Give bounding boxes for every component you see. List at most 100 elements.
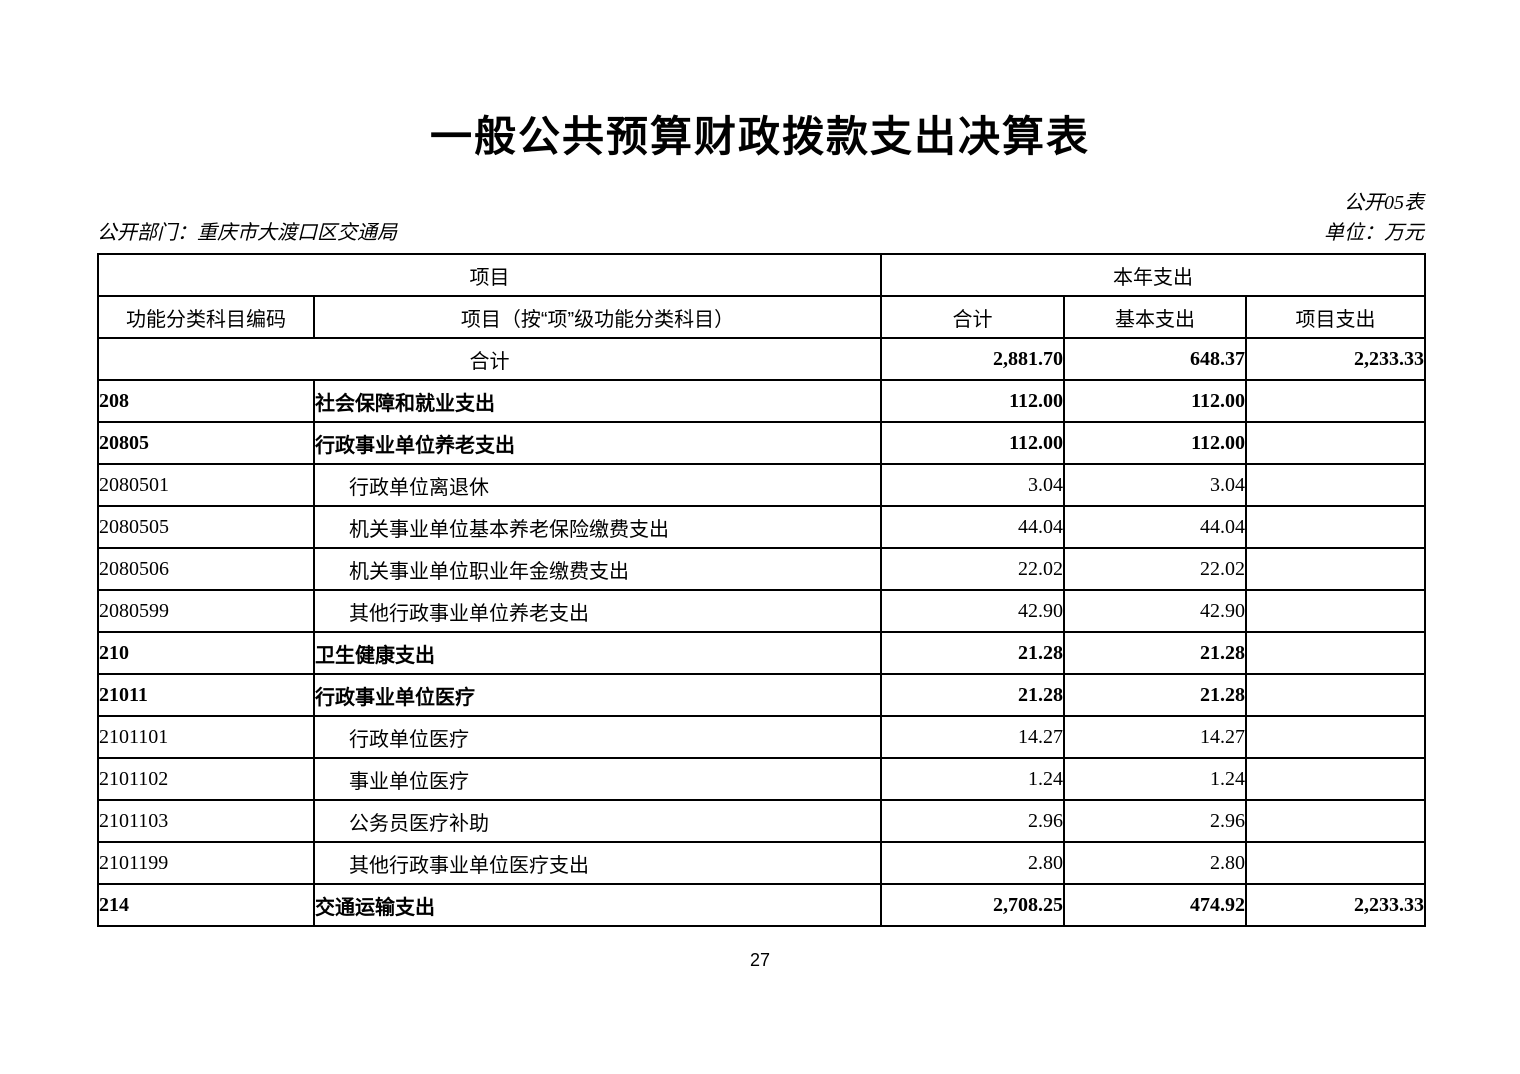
row-name: 行政单位医疗 [313,715,882,759]
row-project-value [1244,421,1427,465]
row-project-value [1244,715,1427,759]
header-col-project: 项目支出 [1244,295,1427,339]
row-project-value [1244,463,1427,507]
row-label: 合计 [97,337,882,381]
department-label: 公开部门：重庆市大渡口区交通局 [97,222,397,244]
row-code: 2101101 [97,715,315,759]
row-basic-value: 3.04 [1063,463,1247,507]
row-basic-value: 474.92 [1063,883,1247,927]
row-name: 行政事业单位养老支出 [313,421,882,465]
row-total-value: 2.96 [880,799,1065,843]
row-name: 机关事业单位职业年金缴费支出 [313,547,882,591]
row-basic-value: 42.90 [1063,589,1247,633]
table-row: 21011 行政事业单位医疗 21.28 21.28 [97,673,1427,717]
table-number: 公开05表 [1344,192,1424,214]
row-code: 2080501 [97,463,315,507]
budget-table-body: 合计 2,881.70 648.37 2,233.33 208 社会保障和就业支出 112.… [97,337,1427,927]
row-code: 2101102 [97,757,315,801]
header-col-code: 功能分类科目编码 [97,295,315,339]
header-columns-row: 功能分类科目编码 项目（按“项”级功能分类科目） 合计 基本支出 项目支出 [97,295,1427,339]
row-total-value: 42.90 [880,589,1065,633]
row-basic-value: 112.00 [1063,421,1247,465]
row-total-value: 44.04 [880,505,1065,549]
row-total-value: 2,881.70 [880,337,1065,381]
header-group-row: 项目 本年支出 [97,253,1427,297]
table-row: 2080506 机关事业单位职业年金缴费支出 22.02 22.02 [97,547,1427,591]
row-name: 社会保障和就业支出 [313,379,882,423]
row-name: 事业单位医疗 [313,757,882,801]
row-total-value: 112.00 [880,421,1065,465]
row-code: 2080599 [97,589,315,633]
table-row: 2101101 行政单位医疗 14.27 14.27 [97,715,1427,759]
unit-label: 单位：万元 [1324,222,1424,244]
row-project-value [1244,631,1427,675]
row-code: 2080505 [97,505,315,549]
row-project-value: 2,233.33 [1244,337,1427,381]
table-row: 2101102 事业单位医疗 1.24 1.24 [97,757,1427,801]
row-project-value [1244,799,1427,843]
header-col-total: 合计 [880,295,1065,339]
header-col-basic: 基本支出 [1063,295,1247,339]
row-name: 行政事业单位医疗 [313,673,882,717]
header-group-project: 项目 [97,253,882,297]
row-project-value: 2,233.33 [1244,883,1427,927]
meta-line: 公开部门：重庆市大渡口区交通局 单位：万元 [97,220,1424,246]
row-project-value [1244,589,1427,633]
row-code: 2080506 [97,547,315,591]
row-project-value [1244,379,1427,423]
table-row: 2101199 其他行政事业单位医疗支出 2.80 2.80 [97,841,1427,885]
row-project-value [1244,547,1427,591]
table-row: 2080505 机关事业单位基本养老保险缴费支出 44.04 44.04 [97,505,1427,549]
row-basic-value: 14.27 [1063,715,1247,759]
row-total-value: 2,708.25 [880,883,1065,927]
table-row: 214 交通运输支出 2,708.25 474.92 2,233.33 [97,883,1427,927]
row-basic-value: 44.04 [1063,505,1247,549]
row-total-value: 1.24 [880,757,1065,801]
row-name: 交通运输支出 [313,883,882,927]
row-total-value: 3.04 [880,463,1065,507]
row-project-value [1244,505,1427,549]
row-code: 208 [97,379,315,423]
table-row: 2101103 公务员医疗补助 2.96 2.96 [97,799,1427,843]
row-name: 其他行政事业单位医疗支出 [313,841,882,885]
row-total-value: 22.02 [880,547,1065,591]
table-row: 20805 行政事业单位养老支出 112.00 112.00 [97,421,1427,465]
table-header: 项目 本年支出 功能分类科目编码 项目（按“项”级功能分类科目） 合计 基本支出… [97,253,1427,339]
row-basic-value: 2.96 [1063,799,1247,843]
row-name: 其他行政事业单位养老支出 [313,589,882,633]
row-basic-value: 21.28 [1063,631,1247,675]
row-basic-value: 648.37 [1063,337,1247,381]
row-code: 2101199 [97,841,315,885]
table-row: 210 卫生健康支出 21.28 21.28 [97,631,1427,675]
header-col-name: 项目（按“项”级功能分类科目） [313,295,882,339]
row-project-value [1244,673,1427,717]
row-basic-value: 21.28 [1063,673,1247,717]
row-code: 2101103 [97,799,315,843]
row-project-value [1244,841,1427,885]
budget-table: 项目 本年支出 功能分类科目编码 项目（按“项”级功能分类科目） 合计 基本支出… [97,253,1427,927]
row-code: 20805 [97,421,315,465]
row-name: 行政单位离退休 [313,463,882,507]
row-project-value [1244,757,1427,801]
row-name: 卫生健康支出 [313,631,882,675]
row-name: 机关事业单位基本养老保险缴费支出 [313,505,882,549]
row-code: 214 [97,883,315,927]
row-basic-value: 22.02 [1063,547,1247,591]
row-total-value: 2.80 [880,841,1065,885]
row-basic-value: 2.80 [1063,841,1247,885]
table-row: 2080599 其他行政事业单位养老支出 42.90 42.90 [97,589,1427,633]
row-basic-value: 112.00 [1063,379,1247,423]
table-row: 2080501 行政单位离退休 3.04 3.04 [97,463,1427,507]
page-number: 27 [749,950,771,970]
table-row: 合计 2,881.70 648.37 2,233.33 [97,337,1427,381]
row-name: 公务员医疗补助 [313,799,882,843]
row-code: 210 [97,631,315,675]
row-basic-value: 1.24 [1063,757,1247,801]
row-total-value: 112.00 [880,379,1065,423]
row-code: 21011 [97,673,315,717]
row-total-value: 14.27 [880,715,1065,759]
table-row: 208 社会保障和就业支出 112.00 112.00 [97,379,1427,423]
header-group-year-expenditure: 本年支出 [879,253,1427,297]
row-total-value: 21.28 [880,673,1065,717]
